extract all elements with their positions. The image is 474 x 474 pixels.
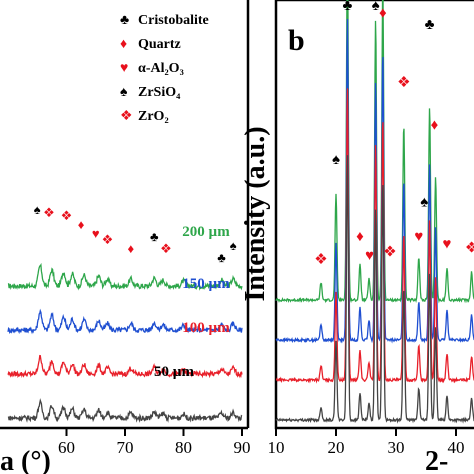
a-x-tick-label-80: 80 — [175, 438, 192, 457]
panel-b-x-ticks: 10 20 30 40 — [268, 428, 465, 457]
b-phase-marker-3: ♦ — [356, 229, 364, 245]
b-series-50m-line — [275, 155, 474, 424]
b-x-tick-label-40: 40 — [448, 438, 465, 457]
panel-a-series-label-0: 200 µm — [182, 224, 230, 240]
b-phase-marker-10: ♠ — [420, 194, 428, 210]
panel-a-legend: ♣ Cristobalite ♦ Quartz ♥ α-Al₂O₃ ♠ ZrSiO₄ ❖ ZrO₂ — [120, 13, 209, 124]
a-phase-marker-0: ♠ — [34, 202, 41, 217]
legend-symbol-2: ♥ — [120, 61, 128, 76]
legend-label-4: ZrO₂ — [138, 109, 169, 124]
a-phase-marker-4: ♥ — [92, 226, 100, 241]
b-phase-marker-6: ♦ — [379, 6, 387, 22]
a-phase-marker-3: ♦ — [78, 217, 85, 232]
b-phase-marker-1: ♠ — [332, 152, 340, 168]
panel-a-x-ticks: 60 70 80 90 — [58, 428, 251, 457]
panel-b-x-axis-title: 2- — [425, 446, 448, 474]
legend-label-3: ZrSiO₄ — [138, 85, 181, 100]
legend-symbol-0: ♣ — [120, 13, 129, 28]
legend-label-1: Quartz — [138, 37, 181, 52]
legend-symbol-4: ❖ — [120, 109, 133, 124]
a-phase-marker-8: ❖ — [160, 241, 172, 256]
panel-b-label: b — [288, 24, 305, 57]
panel-b-y-axis-title: Intensity (a.u.) — [240, 126, 271, 301]
a-phase-marker-7: ♣ — [150, 229, 159, 244]
b-phase-marker-11: ♣ — [425, 17, 435, 33]
b-phase-marker-0: ❖ — [314, 252, 327, 268]
b-phase-marker-9: ♥ — [414, 229, 423, 245]
panel-a-x-axis-title: a (°) — [0, 446, 51, 474]
a-phase-marker-9: ♣ — [217, 250, 226, 265]
b-phase-marker-2: ♣ — [342, 0, 352, 14]
a-x-tick-label-60: 60 — [58, 438, 75, 457]
b-phase-marker-7: ❖ — [383, 244, 396, 260]
b-phase-marker-4: ♥ — [365, 248, 374, 264]
a-x-tick-label-90: 90 — [234, 438, 251, 457]
legend-label-2: α-Al₂O₃ — [138, 61, 184, 76]
a-x-tick-label-70: 70 — [117, 438, 134, 457]
b-phase-marker-14: ❖ — [465, 240, 474, 256]
panel-a-series-label-group: 200 µm 150 µm 100 µm 50 µm — [154, 224, 230, 380]
a-series-150m-line — [7, 308, 243, 335]
legend-label-0: Cristobalite — [138, 13, 209, 28]
a-series-50m-line — [7, 398, 243, 423]
b-x-tick-label-10: 10 — [268, 438, 285, 457]
panel-a-series-label-2: 100 µm — [182, 320, 230, 336]
a-phase-marker-2: ❖ — [61, 208, 73, 223]
panel-a-series-group — [7, 262, 243, 423]
a-series-200m-line — [7, 262, 243, 291]
b-phase-marker-8: ❖ — [397, 75, 410, 91]
b-phase-marker-5: ♠ — [372, 0, 380, 14]
legend-symbol-1: ♦ — [120, 37, 127, 52]
panel-a-series-label-3: 50 µm — [154, 364, 194, 380]
a-phase-marker-1: ❖ — [43, 205, 55, 220]
panel-a-marker-group: ♠ ❖ ❖♦♥ ❖♦♣❖♣♠ — [34, 202, 237, 265]
b-phase-marker-12: ♦ — [431, 117, 439, 133]
legend-symbol-3: ♠ — [120, 85, 128, 100]
a-phase-marker-5: ❖ — [102, 232, 114, 247]
panel-a-series-label-1: 150 µm — [182, 276, 230, 292]
panel-b-series-group — [275, 0, 474, 424]
b-x-tick-label-20: 20 — [328, 438, 345, 457]
b-x-tick-label-30: 30 — [388, 438, 405, 457]
b-phase-marker-13: ♥ — [443, 237, 452, 253]
panel-b-frame — [274, 0, 474, 430]
a-series-100m-line — [7, 354, 243, 379]
a-phase-marker-10: ♠ — [230, 238, 237, 253]
panel-b-marker-group: ❖♠♣♦♥♠♦❖❖♥♠♣♦♥❖❖ — [314, 0, 474, 268]
a-phase-marker-6: ♦ — [128, 241, 135, 256]
